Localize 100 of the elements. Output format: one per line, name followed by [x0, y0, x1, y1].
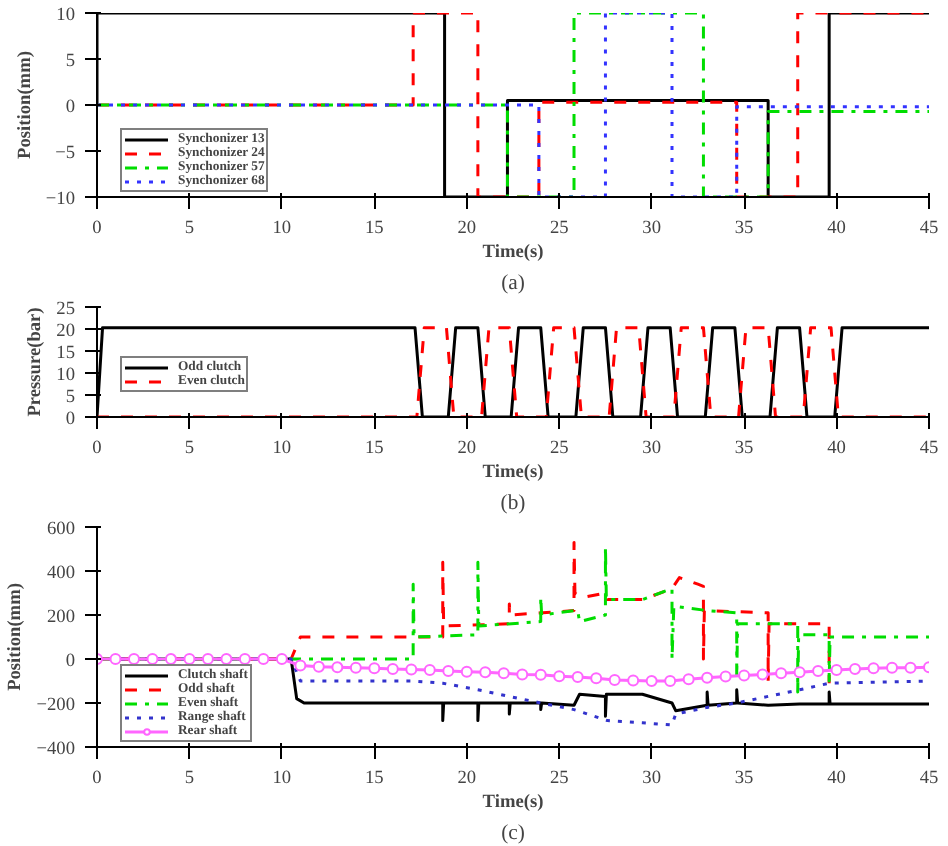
x-tick-label: 0 [92, 219, 103, 239]
point [201, 653, 214, 665]
x-tick-label: 20 [457, 769, 477, 789]
x-tick-label: 35 [734, 219, 755, 239]
y-tick-label: 15 [56, 344, 76, 364]
y-tick-label: 20 [56, 322, 76, 342]
x-tick-label: 0 [92, 439, 103, 459]
x-tick-label: 35 [734, 439, 755, 459]
point [109, 653, 122, 665]
y-tick-label: −10 [45, 190, 76, 210]
point [608, 673, 621, 686]
point [867, 662, 880, 675]
point [312, 660, 325, 673]
x-tick-label: 15 [365, 439, 385, 459]
point [238, 653, 251, 665]
point [756, 668, 769, 681]
x-tick-label: 30 [642, 219, 662, 239]
point [830, 664, 843, 676]
x-tick-label: 10 [272, 439, 292, 459]
x-tick-label: 10 [272, 219, 292, 239]
text: (b) [500, 493, 527, 515]
x-tick-label: 5 [184, 439, 195, 459]
y-axis-title: Position(mm) [6, 583, 27, 691]
point [127, 653, 140, 665]
y-tick-label: 10 [56, 6, 76, 26]
x-tick-label: 5 [184, 769, 195, 789]
y-tick-label: 600 [47, 520, 76, 540]
y-tick-label: 200 [47, 608, 76, 628]
point [405, 663, 418, 676]
x-tick-label: 45 [919, 219, 939, 239]
point [664, 675, 677, 687]
x-tick-label: 30 [642, 439, 662, 459]
point [534, 668, 547, 681]
x-axis-title: Time(s) [482, 243, 544, 263]
x-tick-label: 25 [549, 769, 570, 789]
x-tick-label: 40 [827, 219, 847, 239]
point [812, 665, 825, 678]
x-axis-title: Time(s) [482, 463, 544, 483]
x-tick-label: 0 [92, 769, 103, 789]
y-tick-label: 5 [65, 388, 76, 408]
y-tick-label: 25 [56, 300, 76, 320]
point [793, 666, 806, 679]
x-tick-label: 30 [642, 769, 662, 789]
y-tick-label: −200 [36, 696, 76, 716]
point [331, 661, 344, 674]
point [423, 664, 436, 676]
point [571, 671, 584, 684]
point [904, 661, 917, 674]
y-tick-label: 5 [65, 52, 76, 72]
x-tick-label: 15 [365, 219, 385, 239]
x-tick-label: 25 [549, 439, 570, 459]
point [645, 675, 658, 687]
point [701, 671, 714, 684]
point [294, 659, 307, 672]
y-tick-label: 0 [65, 652, 76, 672]
x-tick-label: 10 [272, 769, 292, 789]
point [775, 667, 788, 680]
x-tick-label: 40 [827, 439, 847, 459]
x-tick-label: 5 [184, 219, 195, 239]
point [849, 662, 862, 675]
x-tick-label: 25 [549, 219, 570, 239]
point [886, 661, 899, 674]
y-tick-label: −5 [55, 144, 76, 164]
x-tick-label: 20 [457, 439, 477, 459]
y-axis-title: Position(mm) [15, 51, 36, 159]
point [460, 665, 473, 678]
y-tick-label: 0 [65, 410, 76, 430]
y-tick-label: −400 [36, 740, 76, 760]
point [368, 662, 381, 675]
point [627, 674, 640, 687]
point [738, 669, 751, 682]
point [386, 662, 399, 675]
y-tick-label: 400 [47, 564, 76, 584]
y-tick-label: 0 [65, 98, 76, 118]
point [553, 670, 566, 683]
point [164, 653, 177, 665]
x-tick-label: 15 [365, 769, 385, 789]
x-axis-title: Time(s) [482, 793, 544, 813]
text: (a) [501, 273, 526, 295]
point [516, 668, 529, 681]
point [497, 667, 510, 680]
point [220, 653, 233, 665]
point [349, 661, 362, 674]
point [442, 665, 455, 678]
point [146, 653, 159, 665]
x-tick-label: 45 [919, 439, 939, 459]
text: (c) [501, 823, 526, 845]
y-tick-label: 10 [56, 366, 76, 386]
point [257, 653, 270, 665]
point [590, 672, 603, 685]
x-tick-label: 20 [457, 219, 477, 239]
point [183, 653, 196, 665]
x-tick-label: 45 [919, 769, 939, 789]
x-tick-label: 35 [734, 769, 755, 789]
point [682, 673, 695, 686]
x-tick-label: 40 [827, 769, 847, 789]
y-axis-title: Pressure(bar) [26, 307, 47, 417]
point [719, 670, 732, 683]
point [479, 666, 492, 679]
point [275, 653, 288, 665]
